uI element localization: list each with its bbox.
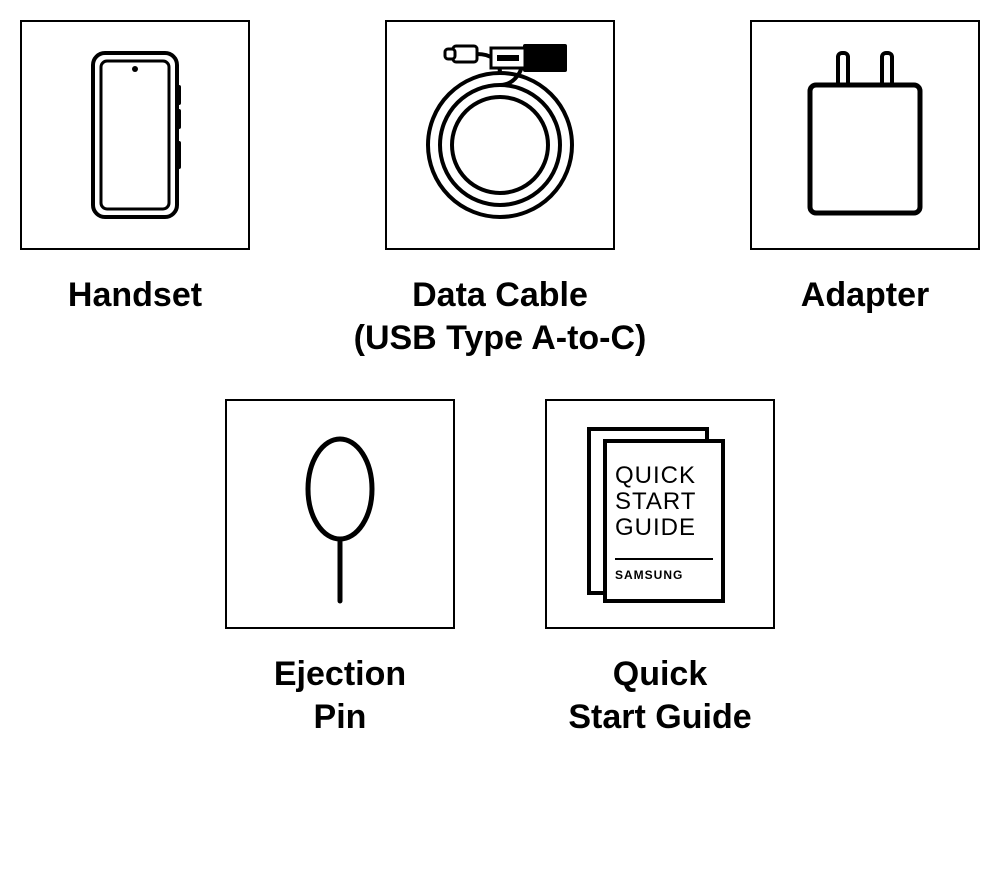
label-adapter: Adapter xyxy=(801,274,929,317)
iconbox-adapter xyxy=(750,20,980,250)
cell-adapter: Adapter xyxy=(750,20,980,359)
booklet-line-2: START xyxy=(615,488,696,515)
label-handset: Handset xyxy=(68,274,202,317)
label-data-cable: Data Cable (USB Type A-to-C) xyxy=(354,274,647,359)
cell-data-cable: Data Cable (USB Type A-to-C) xyxy=(354,20,647,359)
quick-start-guide-icon: QUICK START GUIDE SAMSUNG xyxy=(575,419,745,609)
handset-icon xyxy=(75,45,195,225)
iconbox-quick-start-guide: QUICK START GUIDE SAMSUNG xyxy=(545,399,775,629)
cell-handset: Handset xyxy=(20,20,250,359)
adapter-icon xyxy=(780,45,950,225)
data-cable-icon xyxy=(405,40,595,230)
row-1: Handset xyxy=(0,0,1000,359)
booklet-line-1: QUICK xyxy=(615,462,696,489)
box-contents-infographic: Handset xyxy=(0,0,1000,894)
booklet-line-3: GUIDE xyxy=(615,514,696,541)
cell-quick-start-guide: QUICK START GUIDE SAMSUNG Quick Start Gu… xyxy=(545,399,775,738)
booklet-brand: SAMSUNG xyxy=(615,568,683,582)
iconbox-ejection-pin xyxy=(225,399,455,629)
iconbox-handset xyxy=(20,20,250,250)
label-quick-start-guide: Quick Start Guide xyxy=(568,653,751,738)
label-ejection-pin: Ejection Pin xyxy=(274,653,406,738)
iconbox-data-cable xyxy=(385,20,615,250)
ejection-pin-icon xyxy=(280,419,400,609)
cell-ejection-pin: Ejection Pin xyxy=(225,399,455,738)
row-2: Ejection Pin QUICK START GUIDE SAMSUNG Q… xyxy=(0,359,1000,738)
